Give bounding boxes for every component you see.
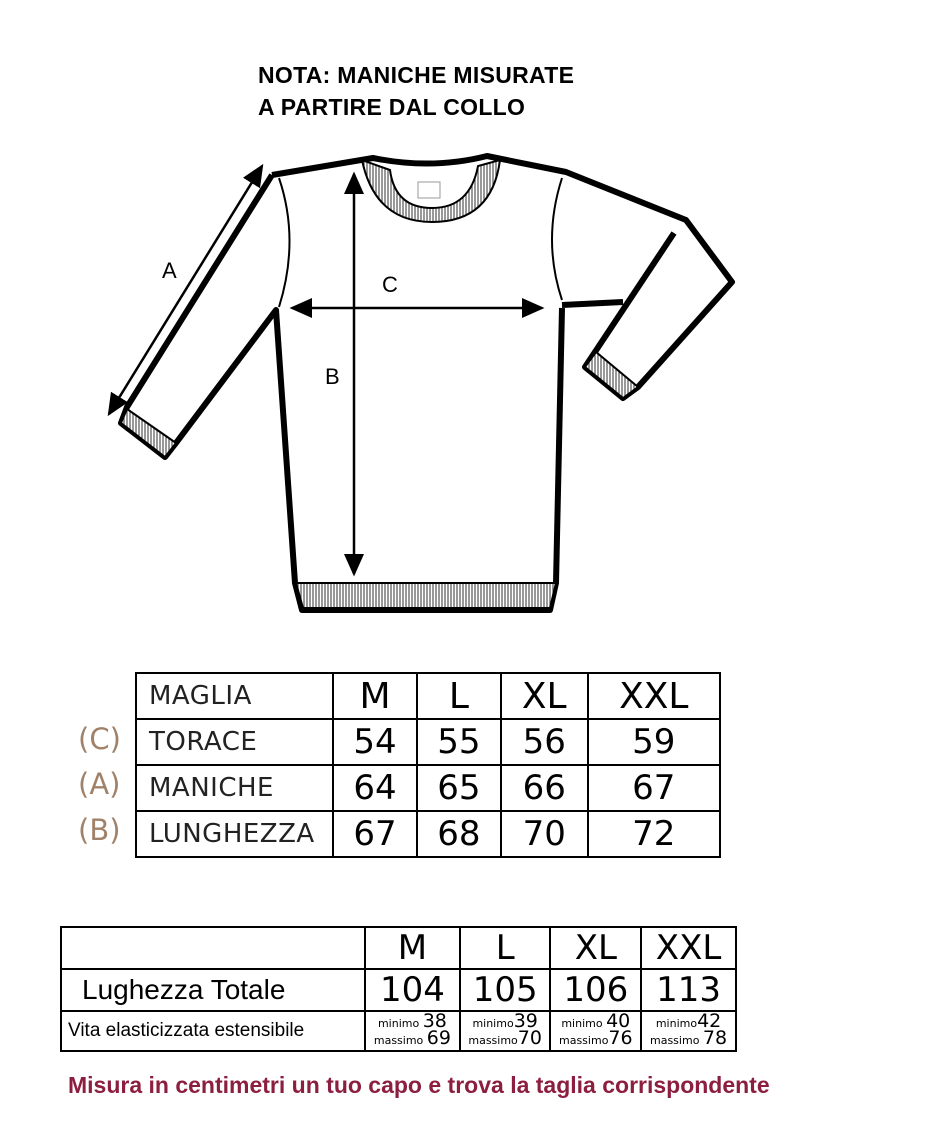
size-header: XXL — [586, 672, 722, 720]
key-b: (B) — [78, 813, 121, 847]
sweater-diagram: A C B — [107, 153, 735, 613]
cell: 68 — [415, 810, 502, 858]
label-a: A — [162, 258, 177, 283]
table-row: TORACE 54 55 56 59 — [135, 718, 722, 766]
key-c: (C) — [78, 722, 121, 756]
table-row: Lughezza Totale 104 105 106 113 — [60, 968, 737, 1012]
size-header: XXL — [640, 926, 737, 970]
label-tag — [417, 181, 441, 199]
total-length-table: M L XL XXL Lughezza Totale 104 105 106 1… — [60, 926, 737, 1052]
sweater-outline — [118, 153, 735, 613]
cell: 113 — [640, 968, 737, 1012]
collar — [360, 158, 502, 224]
left-cuff — [119, 407, 178, 459]
table-header-row: MAGLIA M L XL XXL — [135, 672, 722, 720]
size-header: L — [415, 672, 502, 720]
cell: 56 — [499, 718, 589, 766]
cell: 105 — [458, 968, 552, 1012]
right-cuff — [583, 350, 640, 400]
label-b: B — [325, 364, 340, 389]
size-header: L — [458, 926, 552, 970]
cell: 67 — [586, 764, 722, 812]
size-table: MAGLIA M L XL XXL TORACE 54 55 56 59 MAN… — [135, 672, 722, 858]
table-header-row: M L XL XXL — [60, 926, 737, 970]
cell: 64 — [332, 764, 418, 812]
cell: 106 — [549, 968, 643, 1012]
cell: 70 — [499, 810, 589, 858]
cell: 65 — [415, 764, 502, 812]
waist-cell: minimo39 massimo70 — [458, 1010, 552, 1052]
size-header: XL — [549, 926, 643, 970]
table-row: Vita elasticizzata estensibile minimo 38… — [60, 1010, 737, 1052]
table-row: MANICHE 64 65 66 67 — [135, 764, 722, 812]
empty-header — [60, 926, 366, 970]
key-a: (A) — [78, 767, 121, 801]
row-label: LUNGHEZZA — [135, 810, 334, 858]
cell: 104 — [364, 968, 461, 1012]
footer-instruction: Misura in centimetri un tuo capo e trova… — [68, 1072, 770, 1098]
note-line-1: NOTA: MANICHE MISURATE — [258, 62, 575, 88]
row-label: TORACE — [135, 718, 334, 766]
row-label: Lughezza Totale — [60, 968, 366, 1012]
waist-cell: minimo 40 massimo76 — [549, 1010, 643, 1052]
arrow-a — [107, 163, 264, 417]
cell: 59 — [586, 718, 722, 766]
waist-cell: minimo42 massimo 78 — [640, 1010, 737, 1052]
size-header: XL — [499, 672, 589, 720]
note-line-2: A PARTIRE DAL COLLO — [258, 94, 526, 120]
row-label: MANICHE — [135, 764, 334, 812]
cell: 72 — [586, 810, 722, 858]
cell: 54 — [332, 718, 418, 766]
hem — [294, 582, 558, 609]
label-c: C — [382, 272, 398, 297]
table-row: LUNGHEZZA 67 68 70 72 — [135, 810, 722, 858]
size-header: M — [364, 926, 461, 970]
row-label: Vita elasticizzata estensibile — [60, 1010, 366, 1052]
waist-cell: minimo 38 massimo 69 — [364, 1010, 461, 1052]
header-label: MAGLIA — [135, 672, 334, 720]
cell: 55 — [415, 718, 502, 766]
cell: 67 — [332, 810, 418, 858]
cell: 66 — [499, 764, 589, 812]
size-header: M — [332, 672, 418, 720]
